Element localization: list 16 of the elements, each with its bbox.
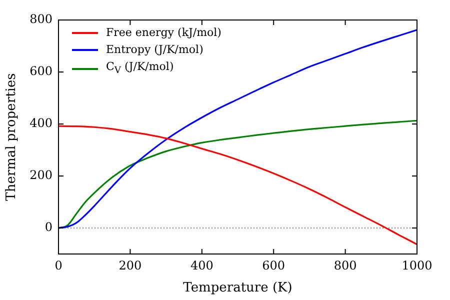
y-tick-label: 0 <box>44 220 53 234</box>
x-tick-label: 1000 <box>402 258 432 272</box>
y-tick-label: 400 <box>30 116 53 130</box>
legend-label: Free energy (kJ/mol) <box>106 25 222 41</box>
x-tick-label: 0 <box>54 258 62 272</box>
y-tick-label: 200 <box>30 168 53 182</box>
y-axis-title: Thermal properties <box>4 73 20 201</box>
x-tick-label: 600 <box>262 258 286 272</box>
y-tick-label: 600 <box>30 64 53 78</box>
legend-label: C$_{V}$ (J/K/mol) <box>106 59 174 78</box>
legend-label: Entropy (J/K/mol) <box>106 42 204 58</box>
y-tick-label: 800 <box>30 12 53 26</box>
x-axis-title: Temperature (K) <box>183 280 292 296</box>
x-tick-label: 800 <box>334 258 357 272</box>
x-tick-label: 400 <box>190 258 214 272</box>
x-tick-label: 200 <box>118 258 142 272</box>
